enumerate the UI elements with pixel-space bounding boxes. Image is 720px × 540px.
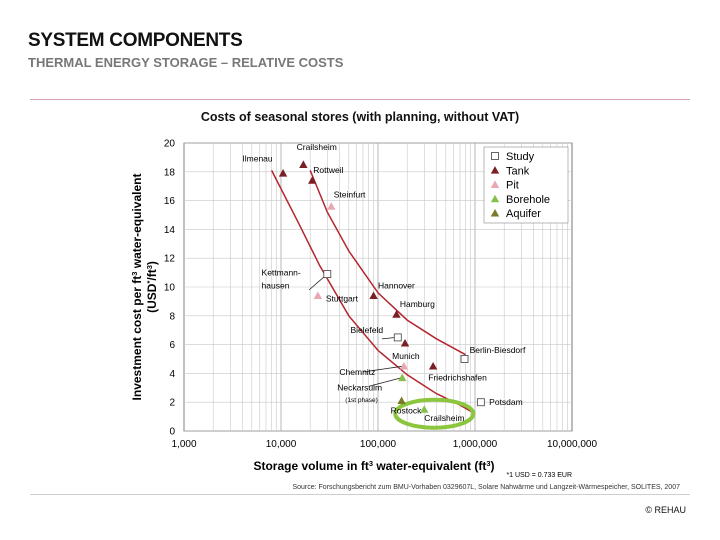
city-label: Ilmenau — [242, 154, 273, 164]
y-tick-label: 8 — [169, 311, 175, 322]
city-label: (1st phase) — [345, 397, 378, 404]
y-tick-label: 14 — [164, 225, 176, 236]
city-label: hausen — [262, 280, 290, 290]
city-label: Kettmann- — [262, 267, 301, 277]
copyright: © REHAU — [645, 505, 686, 515]
city-label: Hamburg — [400, 299, 435, 309]
tank-marker — [392, 310, 401, 318]
y-tick-label: 10 — [164, 283, 176, 294]
tank-marker — [308, 176, 317, 184]
city-label: Chemnitz — [339, 367, 375, 377]
currency-note: *1 USD = 0.733 EUR — [506, 472, 572, 479]
legend-label: Borehole — [506, 194, 550, 206]
city-label: Crailsheim — [424, 413, 464, 423]
borehole-legend-marker — [490, 194, 500, 203]
y-axis-title-line2: (USD*/ft3) — [145, 261, 160, 313]
city-label: Friedrichshafen — [428, 373, 487, 383]
pit-marker — [327, 202, 336, 210]
study-marker — [323, 270, 332, 278]
city-label: Berlin-Biesdorf — [470, 345, 526, 355]
city-label: Neckarsulm — [337, 383, 382, 393]
borehole-marker — [398, 373, 407, 382]
y-tick-label: 4 — [169, 369, 175, 380]
city-label: Rostock — [391, 406, 422, 416]
chart-title: Costs of seasonal stores (with planning,… — [200, 110, 520, 124]
city-label: Bielefeld — [350, 325, 383, 335]
tank-marker — [400, 338, 410, 347]
legend-label: Pit — [506, 180, 519, 192]
tank-marker — [428, 362, 438, 370]
x-tick-label: 1,000,000 — [453, 439, 498, 450]
y-tick-label: 6 — [169, 340, 175, 351]
top-divider — [30, 99, 690, 100]
y-tick-label: 0 — [169, 427, 175, 438]
pit-legend-marker — [490, 180, 500, 188]
legend: Study Tank Pit Borehole Aquifer — [483, 146, 569, 224]
city-label: Rottweil — [313, 165, 343, 175]
y-tick-label: 18 — [164, 167, 176, 178]
x-axis-title: Storage volume in ft3 water-equivalent (… — [253, 459, 494, 474]
study-legend-marker — [491, 152, 499, 160]
trend-curves — [270, 170, 476, 430]
x-tick-label: 100,000 — [360, 439, 397, 450]
pit-marker — [313, 291, 323, 299]
tank-marker — [278, 169, 288, 177]
data-points — [278, 160, 485, 413]
x-tick-label: 10,000 — [266, 439, 297, 450]
city-label: Steinfurt — [334, 190, 366, 200]
y-axis-title-line1: Investment cost per ft3 water-equivalent — [130, 174, 145, 401]
y-tick-label: 2 — [169, 398, 175, 409]
aquifer-legend-marker — [490, 209, 500, 217]
y-tick-label: 20 — [164, 139, 176, 150]
bottom-divider — [30, 494, 690, 495]
y-tick-label: 12 — [164, 254, 176, 265]
trend-curve — [309, 170, 466, 356]
tank-marker — [299, 160, 308, 168]
borehole-marker — [420, 405, 429, 413]
leader-line — [368, 377, 402, 387]
slide-subtitle: THERMAL ENERGY STORAGE – RELATIVE COSTS — [28, 55, 344, 70]
tank-marker — [369, 291, 378, 299]
study-marker — [460, 355, 469, 363]
study-marker — [393, 333, 402, 342]
seasonal-storage-cost-chart: Ilmenau Crailsheim Rottweil Steinfurt Kettma… — [130, 139, 598, 480]
aquifer-marker — [397, 396, 406, 405]
y-tick-label: 16 — [164, 196, 176, 207]
city-label: Hannover — [378, 280, 415, 290]
leader-line — [362, 365, 403, 373]
x-tick-label: 10,000,000 — [547, 439, 597, 450]
city-label: Munich — [392, 351, 420, 361]
city-label: Stuttgart — [326, 293, 359, 303]
study-marker — [476, 398, 485, 407]
legend-label: Tank — [506, 165, 530, 177]
city-labels: Ilmenau Crailsheim Rottweil Steinfurt Kettma… — [242, 142, 526, 423]
pit-marker — [399, 362, 409, 370]
highlight-ring — [393, 397, 476, 430]
axes: 0 2 4 6 8 10 12 14 16 18 20 1,000 10,000 100,000 1,000… — [130, 139, 598, 480]
tank-legend-marker — [490, 166, 500, 174]
legend-label: Study — [506, 151, 535, 163]
legend-label: Aquifer — [506, 208, 541, 220]
city-label: Crailsheim — [297, 142, 337, 152]
city-label: Potsdam — [489, 397, 523, 407]
source-note: Source: Forschungsbericht zum BMU-Vorhab… — [292, 484, 680, 491]
x-tick-label: 1,000 — [171, 439, 196, 450]
slide-title: SYSTEM COMPONENTS — [28, 30, 243, 51]
